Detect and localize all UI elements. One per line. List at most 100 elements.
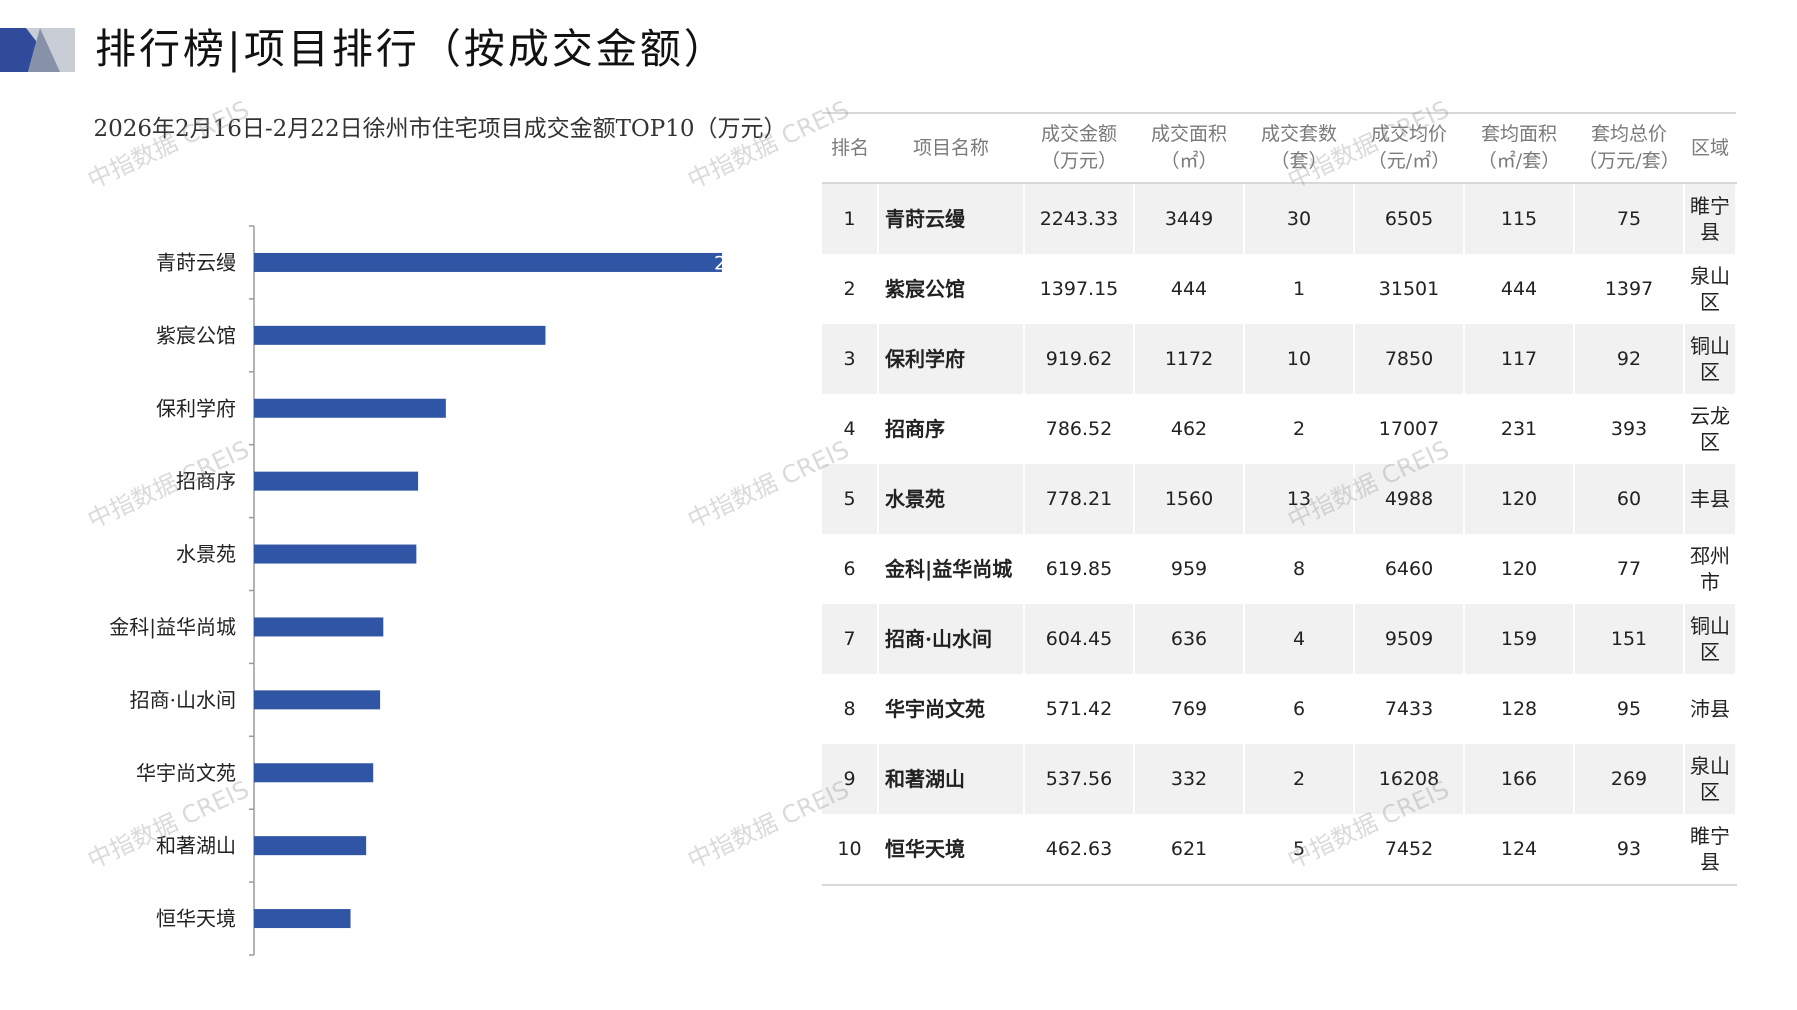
category-label: 紫宸公馆 — [156, 323, 236, 347]
table-header-cell: 成交均价 （元/㎡） — [1354, 112, 1464, 184]
table-header-cell: 套均面积 （㎡/套） — [1464, 112, 1574, 184]
table-cell: 93 — [1574, 814, 1685, 886]
table-cell: 166 — [1464, 744, 1575, 814]
table-cell: 30 — [1244, 183, 1355, 254]
table-row: 10 恒华天境 462.63 621 5 7452 124 93 睢宁县 — [822, 814, 1737, 886]
table-cell: 17007 — [1354, 394, 1465, 464]
table-cell: 16208 — [1354, 744, 1465, 814]
table-cell: 444 — [1134, 254, 1245, 324]
table-cell: 1397 — [1574, 254, 1685, 324]
table-cell: 6460 — [1354, 534, 1465, 604]
category-label: 和著湖山 — [156, 834, 236, 858]
table-cell: 2 — [1244, 394, 1355, 464]
project-name-cell: 保利学府 — [878, 324, 1025, 394]
table-cell: 2243.33 — [1024, 183, 1135, 254]
district-cell: 沛县 — [1684, 674, 1737, 744]
ranking-table: 排名 项目名称 成交金额 （万元） 成交面积 （㎡） 成交套数 （套） 成交均价 （元/㎡… — [822, 112, 1737, 886]
table-cell: 92 — [1574, 324, 1685, 394]
table-cell: 2 — [1244, 744, 1355, 814]
table-cell: 120 — [1464, 464, 1575, 534]
table-cell: 786.52 — [1024, 394, 1135, 464]
table-cell: 636 — [1134, 604, 1245, 674]
bar-6 — [254, 617, 384, 637]
category-label: 保利学府 — [156, 396, 236, 420]
table-cell: 9 — [822, 744, 879, 814]
table-cell: 332 — [1134, 744, 1245, 814]
bar-9 — [254, 836, 367, 856]
project-name-cell: 青莳云缦 — [878, 183, 1025, 254]
category-label: 华宇尚文苑 — [136, 761, 236, 785]
table-cell: 77 — [1574, 534, 1685, 604]
table-cell: 571.42 — [1024, 674, 1135, 744]
table-row: 2 紫宸公馆 1397.15 444 1 31501 444 1397 泉山区 — [822, 254, 1737, 324]
bar-3 — [254, 398, 446, 418]
district-cell: 丰县 — [1684, 464, 1737, 534]
table-cell: 1560 — [1134, 464, 1245, 534]
table-cell: 462 — [1134, 394, 1245, 464]
project-name-cell: 招商·山水间 — [878, 604, 1025, 674]
district-cell: 睢宁县 — [1684, 814, 1737, 886]
header-decoration — [0, 28, 75, 72]
table-row: 3 保利学府 919.62 1172 10 7850 117 92 铜山区 — [822, 324, 1737, 394]
table-cell: 7 — [822, 604, 879, 674]
category-label: 青莳云缦 — [156, 250, 236, 274]
table-cell: 117 — [1464, 324, 1575, 394]
table-cell: 9509 — [1354, 604, 1465, 674]
table-row: 8 华宇尚文苑 571.42 769 6 7433 128 95 沛县 — [822, 674, 1737, 744]
district-cell: 铜山区 — [1684, 324, 1737, 394]
table-cell: 6 — [822, 534, 879, 604]
table-cell: 393 — [1574, 394, 1685, 464]
table-cell: 1 — [1244, 254, 1355, 324]
project-name-cell: 水景苑 — [878, 464, 1025, 534]
table-cell: 8 — [1244, 534, 1355, 604]
table-cell: 462.63 — [1024, 814, 1135, 886]
table-cell: 778.21 — [1024, 464, 1135, 534]
bar-chart: 青莳云缦 2 紫宸公馆保利学府招商序水景苑金科|益华尚城招商·山水间华宇尚文苑和著湖… — [109, 225, 726, 956]
table-cell: 619.85 — [1024, 534, 1135, 604]
table-row: 9 和著湖山 537.56 332 2 16208 166 269 泉山区 — [822, 744, 1737, 814]
table-cell: 1397.15 — [1024, 254, 1135, 324]
bar-5 — [254, 544, 417, 564]
table-row: 7 招商·山水间 604.45 636 4 9509 159 151 铜山区 — [822, 604, 1737, 674]
chart-title: 2026年2月16日-2月22日徐州市住宅项目成交金额TOP10（万元） — [93, 116, 787, 142]
page-title: 排行榜|项目排行（按成交金额） — [95, 25, 728, 73]
table-header-cell: 成交金额 （万元） — [1024, 112, 1134, 184]
table-cell: 8 — [822, 674, 879, 744]
table-cell: 151 — [1574, 604, 1685, 674]
table-cell: 959 — [1134, 534, 1245, 604]
table-cell: 7850 — [1354, 324, 1465, 394]
table-header-cell: 排名 — [822, 112, 878, 184]
district-cell: 泉山区 — [1684, 254, 1737, 324]
bar-1 — [254, 252, 722, 272]
table-header-cell: 成交面积 （㎡） — [1134, 112, 1244, 184]
table-cell: 31501 — [1354, 254, 1465, 324]
table-cell: 10 — [1244, 324, 1355, 394]
table-cell: 4 — [1244, 604, 1355, 674]
table-cell: 231 — [1464, 394, 1575, 464]
project-name-cell: 华宇尚文苑 — [878, 674, 1025, 744]
table-row: 6 金科|益华尚城 619.85 959 8 6460 120 77 邳州市 — [822, 534, 1737, 604]
table-cell: 3 — [822, 324, 879, 394]
district-cell: 睢宁县 — [1684, 183, 1737, 254]
table-cell: 10 — [822, 814, 879, 886]
table-cell: 5 — [1244, 814, 1355, 886]
table-cell: 919.62 — [1024, 324, 1135, 394]
table-cell: 444 — [1464, 254, 1575, 324]
district-cell: 泉山区 — [1684, 744, 1737, 814]
bar-8 — [254, 763, 374, 783]
project-name-cell: 恒华天境 — [878, 814, 1025, 886]
district-cell: 云龙区 — [1684, 394, 1737, 464]
table-row: 1 青莳云缦 2243.33 3449 30 6505 115 75 睢宁县 — [822, 183, 1737, 254]
bar-data-label: 2 — [714, 252, 726, 274]
table-cell: 537.56 — [1024, 744, 1135, 814]
project-name-cell: 金科|益华尚城 — [878, 534, 1025, 604]
category-label: 水景苑 — [176, 542, 236, 566]
district-cell: 铜山区 — [1684, 604, 1737, 674]
table-header-cell: 成交套数 （套） — [1244, 112, 1354, 184]
table-header-cell: 套均总价 （万元/套） — [1574, 112, 1684, 184]
table-cell: 128 — [1464, 674, 1575, 744]
category-label: 恒华天境 — [156, 907, 236, 931]
project-name-cell: 紫宸公馆 — [878, 254, 1025, 324]
table-cell: 1 — [822, 183, 879, 254]
category-label: 招商序 — [176, 469, 236, 493]
